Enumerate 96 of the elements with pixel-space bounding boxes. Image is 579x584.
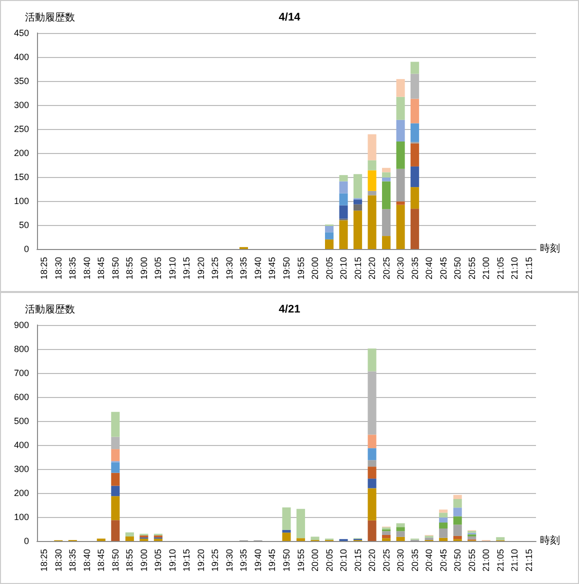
y-tick-label: 200 <box>14 488 29 498</box>
x-tick-label: 20:50 <box>452 257 463 280</box>
x-tick-label: 20:35 <box>410 549 420 572</box>
x-tick-label: 18:55 <box>124 549 135 572</box>
x-tick-label: 20:30 <box>396 257 406 280</box>
x-tick-label: 19:00 <box>138 549 149 572</box>
x-tick-label: 19:05 <box>153 257 164 280</box>
x-tick-label: 19:10 <box>167 257 178 280</box>
x-tick-label: 19:35 <box>238 549 249 572</box>
x-tick-label: 20:25 <box>381 549 392 572</box>
x-axis-title: 時刻 <box>540 242 560 254</box>
y-tick-label: 350 <box>14 76 29 86</box>
x-tick-label: 20:20 <box>367 549 378 572</box>
x-tick-label: 19:50 <box>282 257 292 280</box>
x-tick-label: 18:50 <box>110 257 120 280</box>
y-tick-label: 250 <box>14 124 29 134</box>
x-tick-label: 18:35 <box>68 549 78 572</box>
y-tick-label: 50 <box>18 220 29 230</box>
x-tick-label: 18:40 <box>82 257 92 280</box>
y-tick-label: 400 <box>14 52 29 62</box>
x-tick-label: 21:00 <box>481 257 492 280</box>
x-tick-label: 18:40 <box>82 549 92 572</box>
x-tick-label: 20:55 <box>466 549 477 572</box>
y-tick-label: 450 <box>14 28 29 38</box>
y-tick-label: 300 <box>14 464 29 474</box>
x-tick-label: 19:20 <box>196 257 206 280</box>
x-tick-label: 19:00 <box>138 257 149 280</box>
x-tick-label: 21:15 <box>524 257 534 280</box>
y-tick-label: 600 <box>14 392 29 402</box>
y-tick-label: 100 <box>14 512 29 522</box>
x-tick-label: 18:55 <box>124 257 135 280</box>
x-tick-label: 21:05 <box>495 549 506 572</box>
y-tick-label: 200 <box>14 148 29 158</box>
chart-title: 4/21 <box>278 304 300 316</box>
x-tick-label: 19:15 <box>182 549 192 572</box>
y-tick-label: 100 <box>14 196 29 206</box>
x-tick-label: 19:05 <box>153 549 164 572</box>
x-tick-label: 20:00 <box>310 257 320 280</box>
x-tick-label: 18:35 <box>68 257 78 280</box>
y-tick-label: 800 <box>14 344 29 354</box>
x-tick-label: 20:55 <box>466 257 477 280</box>
x-tick-label: 19:25 <box>210 257 220 280</box>
x-tick-label: 20:10 <box>338 257 349 280</box>
x-tick-label: 18:30 <box>53 257 64 280</box>
x-tick-label: 19:30 <box>224 549 234 572</box>
x-tick-label: 18:45 <box>96 549 106 572</box>
x-tick-label: 19:45 <box>267 549 278 572</box>
x-tick-label: 19:55 <box>296 549 306 572</box>
y-tick-label: 700 <box>14 368 29 378</box>
x-tick-label: 19:25 <box>210 549 220 572</box>
x-tick-label: 20:50 <box>452 549 463 572</box>
x-tick-label: 18:25 <box>39 257 50 280</box>
y-tick-label: 150 <box>14 172 29 182</box>
chart-title: 4/14 <box>278 12 302 24</box>
x-tick-label: 21:10 <box>510 257 520 280</box>
y-tick-label: 0 <box>24 244 29 254</box>
x-tick-label: 20:40 <box>424 549 434 572</box>
x-tick-label: 20:20 <box>367 257 378 280</box>
x-tick-label: 20:05 <box>324 549 334 572</box>
y-tick-label: 900 <box>14 320 29 330</box>
x-tick-label: 19:35 <box>238 257 249 280</box>
x-tick-label: 19:40 <box>252 257 263 280</box>
x-tick-label: 19:20 <box>196 549 206 572</box>
x-tick-label: 20:00 <box>310 549 320 572</box>
x-tick-label: 20:15 <box>352 257 363 280</box>
x-tick-label: 20:05 <box>324 257 334 280</box>
y-axis-title: 活動履歴数 <box>25 12 75 24</box>
x-tick-label: 19:50 <box>282 549 292 572</box>
x-tick-label: 20:45 <box>438 549 448 572</box>
x-tick-label: 20:10 <box>338 549 349 572</box>
y-tick-label: 500 <box>14 416 29 426</box>
y-axis-title: 活動履歴数 <box>25 304 75 316</box>
y-tick-label: 0 <box>24 536 29 546</box>
x-tick-label: 18:45 <box>96 257 106 280</box>
x-tick-label: 18:30 <box>53 549 64 572</box>
x-tick-label: 19:40 <box>252 549 263 572</box>
y-tick-label: 400 <box>14 440 29 450</box>
x-tick-label: 21:10 <box>510 549 520 572</box>
x-tick-label: 20:15 <box>352 549 363 572</box>
x-tick-label: 19:30 <box>224 257 234 280</box>
x-tick-label: 20:35 <box>410 257 420 280</box>
x-tick-label: 19:55 <box>296 257 306 280</box>
x-tick-label: 21:15 <box>524 549 534 572</box>
x-axis-title: 時刻 <box>540 534 560 546</box>
x-tick-label: 18:25 <box>39 549 50 572</box>
x-tick-label: 19:45 <box>267 257 278 280</box>
x-tick-label: 20:40 <box>424 257 434 280</box>
x-tick-label: 19:15 <box>182 257 192 280</box>
x-tick-label: 18:50 <box>110 549 120 572</box>
x-tick-label: 21:05 <box>495 257 506 280</box>
y-tick-label: 300 <box>14 100 29 110</box>
x-tick-label: 19:10 <box>167 549 178 572</box>
x-tick-label: 20:30 <box>396 549 406 572</box>
x-tick-label: 21:00 <box>481 549 492 572</box>
x-tick-label: 20:25 <box>381 257 392 280</box>
x-tick-label: 20:45 <box>438 257 448 280</box>
